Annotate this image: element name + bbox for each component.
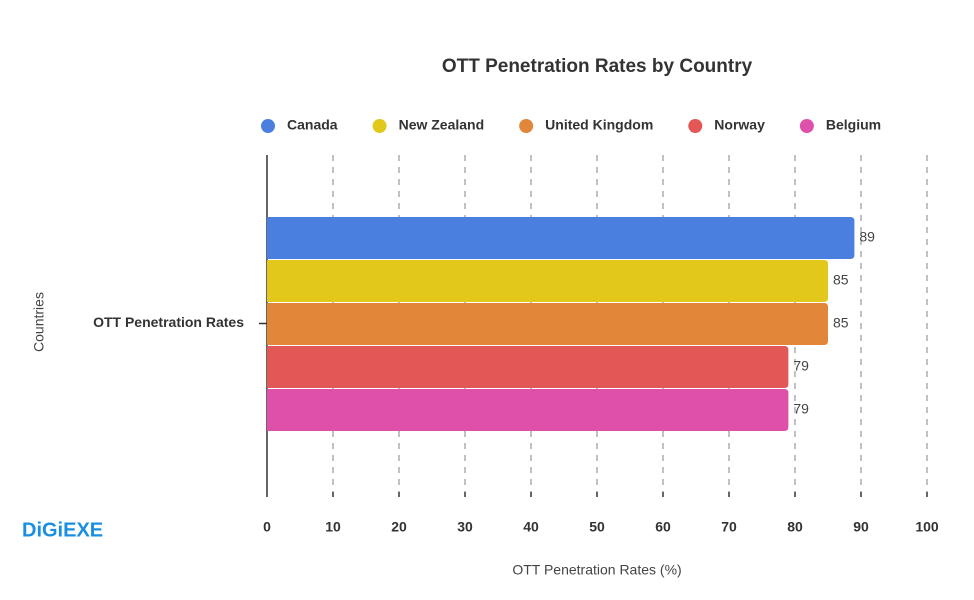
bar <box>267 217 855 259</box>
legend-label: Norway <box>714 117 765 133</box>
legend-label: Canada <box>287 117 338 133</box>
legend-marker <box>519 119 534 133</box>
value-label: 79 <box>793 401 809 417</box>
x-tick-label: 40 <box>523 519 539 535</box>
legend-marker <box>688 119 703 133</box>
x-axis-label: OTT Penetration Rates (%) <box>512 562 681 578</box>
x-tick-label: 90 <box>853 519 869 535</box>
x-tick-label: 60 <box>655 519 671 535</box>
bar <box>267 303 828 345</box>
chart-title: OTT Penetration Rates by Country <box>442 56 753 77</box>
value-label: 89 <box>859 229 875 245</box>
value-label: 85 <box>833 272 849 288</box>
y-axis-label: Countries <box>31 292 47 352</box>
x-tick-label: 20 <box>391 519 407 535</box>
legend-marker <box>372 119 387 133</box>
x-tick-label: 50 <box>589 519 605 535</box>
x-tick-label: 100 <box>915 519 939 535</box>
legend-marker <box>799 119 814 133</box>
value-label: 79 <box>793 358 809 374</box>
legend-label: New Zealand <box>399 117 485 133</box>
x-tick-label: 30 <box>457 519 473 535</box>
watermark: DiGiEXE <box>22 519 103 541</box>
legend-label: United Kingdom <box>545 117 653 133</box>
x-tick-label: 10 <box>325 519 341 535</box>
bar <box>267 389 789 431</box>
x-tick-label: 70 <box>721 519 737 535</box>
bar <box>267 346 789 388</box>
x-tick-label: 0 <box>263 519 271 535</box>
legend-marker <box>261 119 275 133</box>
y-tick-label: OTT Penetration Rates <box>93 314 244 330</box>
legend-label: Belgium <box>826 117 881 133</box>
bar <box>267 260 828 302</box>
x-tick-label: 80 <box>787 519 803 535</box>
value-label: 85 <box>833 315 849 331</box>
